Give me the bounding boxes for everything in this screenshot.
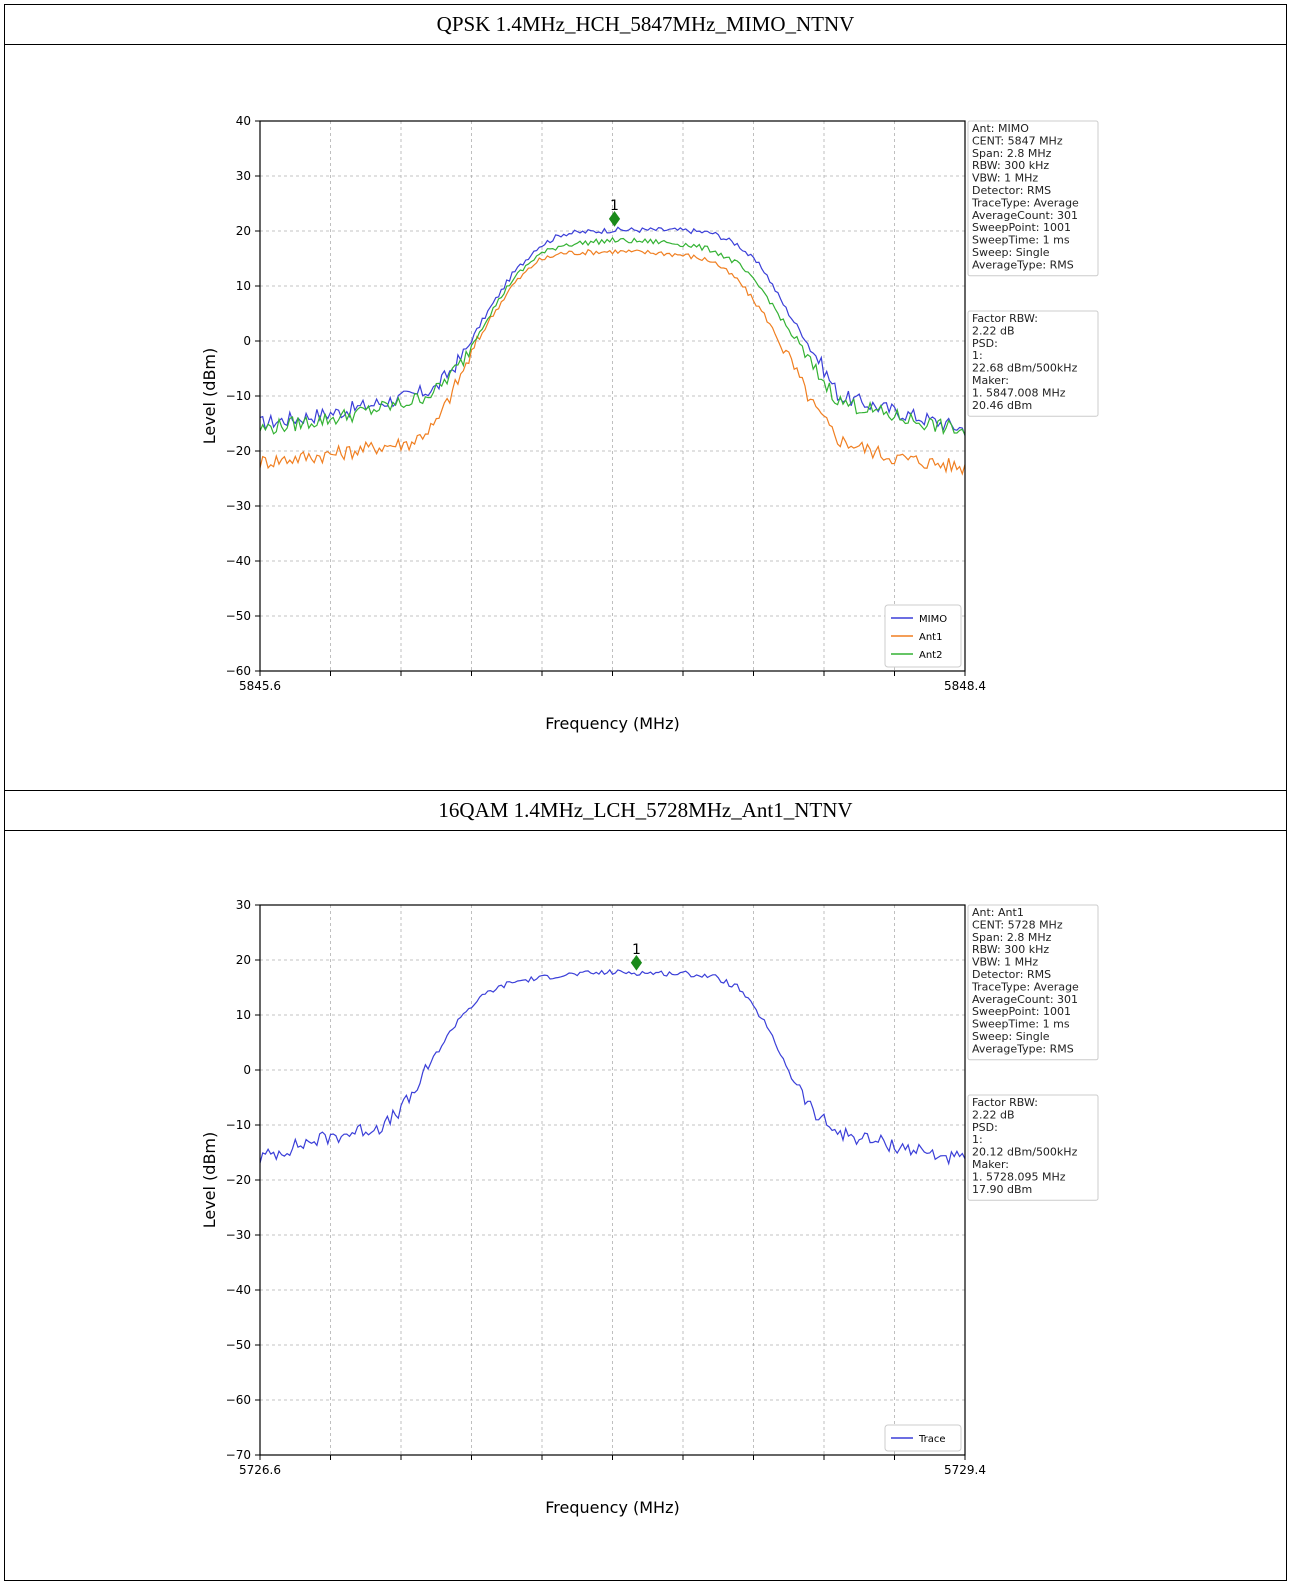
y-tick-label: 20 xyxy=(236,224,251,238)
y-tick-label: 30 xyxy=(236,169,251,183)
x-tick-label: 5726.6 xyxy=(239,1463,281,1477)
settings-info-line: Sweep: Single xyxy=(972,1030,1050,1043)
spectrum-chart-2: −70 −60 −50 −40 −30 −20 −10 0 10 20 30 5726.6 5729.4… xyxy=(200,898,1099,1517)
trace-mimo xyxy=(259,226,966,436)
y-tick-label: 20 xyxy=(236,953,251,967)
settings-info-line: TraceType: Average xyxy=(971,980,1079,993)
settings-info-line: AverageType: RMS xyxy=(972,1042,1074,1055)
settings-info-box xyxy=(967,904,1099,1061)
measurement-info-line: Maker: xyxy=(972,1158,1009,1171)
measurement-info-line: Factor RBW: xyxy=(972,312,1038,325)
settings-info-line: CENT: 5728 MHz xyxy=(972,918,1063,931)
measurement-info-line: 1. 5847.008 MHz xyxy=(972,386,1066,399)
measurement-info-line: Factor RBW: xyxy=(972,1096,1038,1109)
y-axis-label: Level (dBm) xyxy=(200,1132,219,1229)
section-title-1: QPSK 1.4MHz_HCH_5847MHz_MIMO_NTNV xyxy=(5,5,1286,45)
y-tick-label: −10 xyxy=(226,389,251,403)
measurement-info-line: 2.22 dB xyxy=(972,324,1015,337)
x-tick-label: 5848.4 xyxy=(944,679,986,693)
marker-diamond xyxy=(630,954,643,971)
legend-label: Ant2 xyxy=(919,650,942,661)
settings-info-line: Detector: RMS xyxy=(972,184,1051,197)
settings-info-line: AverageType: RMS xyxy=(972,258,1074,271)
marker-diamond xyxy=(608,211,621,227)
y-tick-label: −40 xyxy=(226,1283,251,1297)
x-axis-label: Frequency (MHz) xyxy=(545,714,679,733)
y-tick-label: 10 xyxy=(236,279,251,293)
settings-info-line: Detector: RMS xyxy=(972,968,1051,981)
settings-info-line: SweepTime: 1 ms xyxy=(972,1018,1070,1031)
y-tick-label: −50 xyxy=(226,1338,251,1352)
measurement-info-line: Maker: xyxy=(972,374,1009,387)
legend-box xyxy=(884,604,962,668)
y-tick-label: 10 xyxy=(236,1008,251,1022)
y-tick-label: −50 xyxy=(226,609,251,623)
y-tick-label: −20 xyxy=(226,444,251,458)
x-tick-label: 5729.4 xyxy=(944,1463,986,1477)
measurement-info-box xyxy=(967,310,1099,417)
y-tick-label: −60 xyxy=(226,1393,251,1407)
settings-info-line: Span: 2.8 MHz xyxy=(972,147,1052,160)
legend-label: Trace xyxy=(918,1434,946,1445)
trace-ant1 xyxy=(259,248,966,476)
trace-trace xyxy=(259,968,966,1166)
measurement-info-line: 1. 5728.095 MHz xyxy=(972,1170,1066,1183)
measurement-info-line: 1: xyxy=(972,349,983,362)
y-tick-label: −30 xyxy=(226,499,251,513)
y-tick-label: −30 xyxy=(226,1228,251,1242)
marker-label: 1 xyxy=(610,198,619,214)
settings-info-line: Ant: Ant1 xyxy=(972,906,1024,919)
settings-info-box xyxy=(967,120,1099,277)
y-tick-label: −70 xyxy=(226,1448,251,1462)
measurement-info-line: PSD: xyxy=(972,337,998,350)
settings-info-line: Sweep: Single xyxy=(972,246,1050,259)
measurement-info-line: 20.12 dBm/500kHz xyxy=(972,1146,1078,1159)
measurement-info-line: PSD: xyxy=(972,1121,998,1134)
section-divider xyxy=(5,790,1286,791)
spectrum-chart-1: −60 −50 −40 −30 −20 −10 0 10 20 30 40 5845.6 5848.4 F… xyxy=(200,114,1099,733)
legend-label: Ant1 xyxy=(919,632,942,643)
y-tick-label: 0 xyxy=(243,1063,251,1077)
y-tick-label: −10 xyxy=(226,1118,251,1132)
marker-label: 1 xyxy=(632,942,641,958)
measurement-info-line: 20.46 dBm xyxy=(972,399,1032,412)
legend-box xyxy=(884,1424,962,1452)
section-title-2: 16QAM 1.4MHz_LCH_5728MHz_Ant1_NTNV xyxy=(5,791,1286,831)
settings-info-line: CENT: 5847 MHz xyxy=(972,134,1063,147)
y-tick-label: −60 xyxy=(226,664,251,678)
x-axis-label: Frequency (MHz) xyxy=(545,1498,679,1517)
measurement-info-line: 2.22 dB xyxy=(972,1108,1015,1121)
y-tick-label: 40 xyxy=(236,114,251,128)
settings-info-line: RBW: 300 kHz xyxy=(972,159,1049,172)
settings-info-line: VBW: 1 MHz xyxy=(972,956,1038,969)
legend-label: MIMO xyxy=(919,614,947,625)
y-tick-label: −40 xyxy=(226,554,251,568)
settings-info-line: TraceType: Average xyxy=(971,196,1079,209)
report-table: QPSK 1.4MHz_HCH_5847MHz_MIMO_NTNV −60 −50… xyxy=(4,4,1287,1581)
settings-info-line: AverageCount: 301 xyxy=(972,209,1078,222)
settings-info-line: Span: 2.8 MHz xyxy=(972,931,1052,944)
settings-info-line: SweepPoint: 1001 xyxy=(972,1005,1071,1018)
measurement-info-line: 22.68 dBm/500kHz xyxy=(972,362,1078,375)
trace-ant2 xyxy=(259,236,966,436)
measurement-info-line: 1: xyxy=(972,1133,983,1146)
y-tick-label: 30 xyxy=(236,898,251,912)
x-tick-label: 5845.6 xyxy=(239,679,281,693)
y-axis-label: Level (dBm) xyxy=(200,348,219,445)
settings-info-line: RBW: 300 kHz xyxy=(972,943,1049,956)
settings-info-line: SweepPoint: 1001 xyxy=(972,221,1071,234)
plot-area xyxy=(259,904,966,1456)
y-tick-label: −20 xyxy=(226,1173,251,1187)
measurement-info-line: 17.90 dBm xyxy=(972,1183,1032,1196)
y-tick-label: 0 xyxy=(243,334,251,348)
settings-info-line: SweepTime: 1 ms xyxy=(972,234,1070,247)
measurement-info-box xyxy=(967,1094,1099,1201)
settings-info-line: VBW: 1 MHz xyxy=(972,172,1038,185)
settings-info-line: AverageCount: 301 xyxy=(972,993,1078,1006)
settings-info-line: Ant: MIMO xyxy=(972,122,1029,135)
